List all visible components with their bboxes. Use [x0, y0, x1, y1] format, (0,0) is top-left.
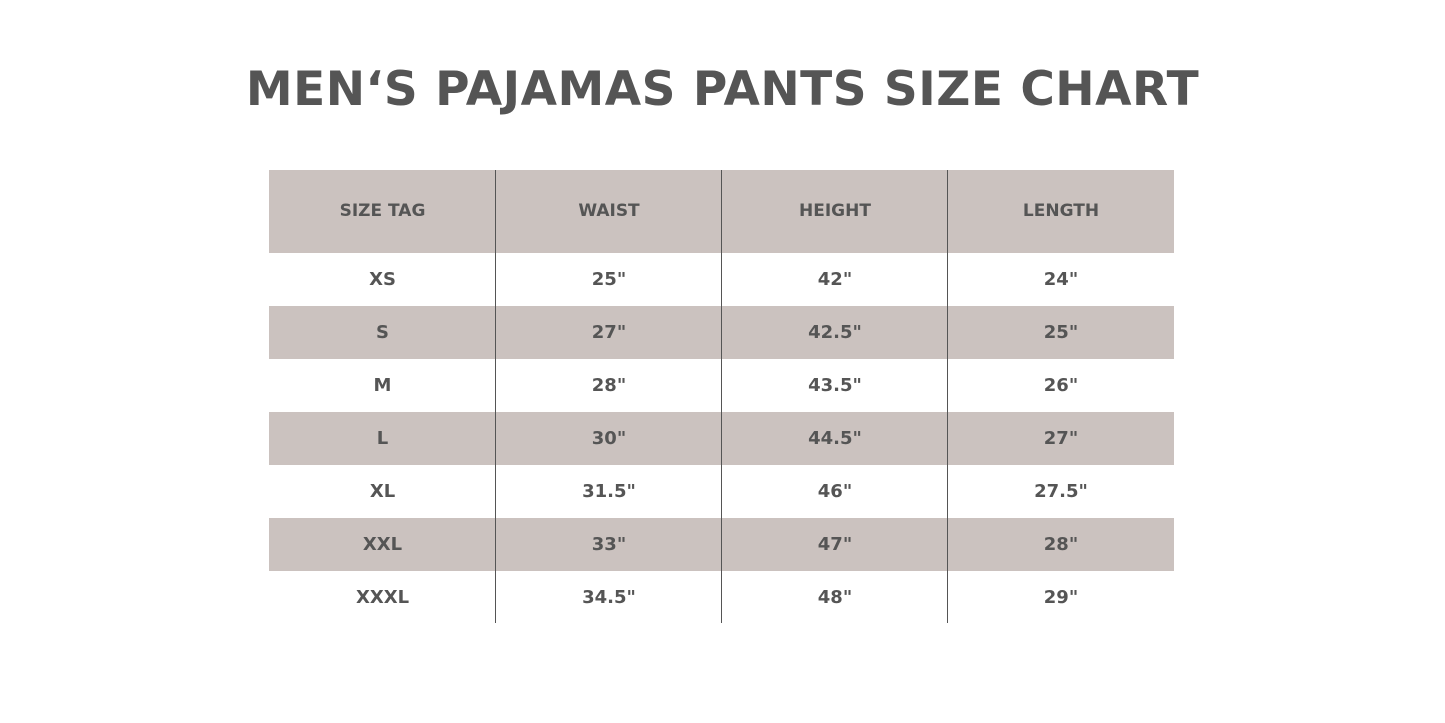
size-tag-cell: M: [373, 375, 392, 396]
size-tag-cell: S: [376, 322, 389, 343]
table-row: XXXL 34.5" 48" 29": [269, 571, 1174, 624]
header-length: LENGTH: [1022, 200, 1100, 221]
column-divider: [721, 170, 722, 623]
height-cell: 42.5": [808, 322, 862, 343]
page-title: MEN‘S PAJAMAS PANTS SIZE CHART: [245, 62, 1200, 117]
height-cell: 48": [817, 587, 853, 608]
height-cell: 44.5": [808, 428, 862, 449]
height-cell: 46": [817, 481, 853, 502]
header-waist: WAIST: [578, 200, 640, 221]
size-tag-cell: L: [376, 428, 389, 449]
column-divider: [947, 170, 948, 623]
length-cell: 27": [1043, 428, 1079, 449]
height-cell: 43.5": [808, 375, 862, 396]
waist-cell: 28": [591, 375, 627, 396]
length-cell: 29": [1043, 587, 1079, 608]
size-tag-cell: XXL: [362, 534, 403, 555]
length-cell: 27.5": [1034, 481, 1088, 502]
length-cell: 25": [1043, 322, 1079, 343]
size-tag-cell: XL: [369, 481, 396, 502]
size-tag-cell: XXXL: [355, 587, 410, 608]
table-row: XS 25" 42" 24": [269, 253, 1174, 306]
waist-cell: 33": [591, 534, 627, 555]
length-cell: 26": [1043, 375, 1079, 396]
waist-cell: 25": [591, 269, 627, 290]
size-chart-table: SIZE TAG WAIST HEIGHT LENGTH XS 25" 42" 24"…: [269, 170, 1174, 624]
table-row: XL 31.5" 46" 27.5": [269, 465, 1174, 518]
size-tag-cell: XS: [369, 269, 396, 290]
height-cell: 47": [817, 534, 853, 555]
waist-cell: 34.5": [582, 587, 636, 608]
column-divider: [495, 170, 496, 623]
header-size-tag: SIZE TAG: [339, 200, 426, 221]
waist-cell: 27": [591, 322, 627, 343]
length-cell: 28": [1043, 534, 1079, 555]
table-row: M 28" 43.5" 26": [269, 359, 1174, 412]
waist-cell: 31.5": [582, 481, 636, 502]
length-cell: 24": [1043, 269, 1079, 290]
waist-cell: 30": [591, 428, 627, 449]
height-cell: 42": [817, 269, 853, 290]
header-height: HEIGHT: [799, 200, 871, 221]
